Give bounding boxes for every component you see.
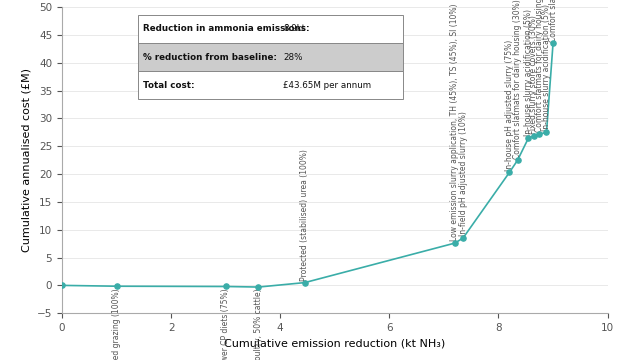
Text: 28%: 28%: [283, 53, 303, 62]
Point: [513, 157, 523, 163]
Point: [534, 131, 544, 137]
Text: In-house pH adjusted slurry (75%): In-house pH adjusted slurry (75%): [505, 40, 514, 171]
X-axis label: Cumulative emission reduction (kt NH₃): Cumulative emission reduction (kt NH₃): [224, 338, 445, 348]
Text: Extended grazing (100%): Extended grazing (100%): [112, 288, 121, 360]
Point: [254, 284, 264, 290]
Point: [221, 284, 231, 289]
Text: Low emission slurry application, TH (45%), TS (45%), SI (10%): Low emission slurry application, TH (45%…: [450, 4, 459, 242]
Text: Comfort slatmats for beef housing (30%): Comfort slatmats for beef housing (30%): [549, 0, 557, 42]
Point: [450, 240, 460, 246]
Point: [112, 283, 122, 289]
Text: Fixed slurry store covers (30%): Fixed slurry store covers (30%): [529, 15, 538, 134]
Point: [505, 170, 515, 175]
Text: Protected (stabilised) urea (100%): Protected (stabilised) urea (100%): [300, 149, 309, 281]
Text: Comfort slatmats for dairy housing (30%): Comfort slatmats for dairy housing (30%): [513, 0, 522, 158]
FancyBboxPatch shape: [138, 15, 403, 43]
Point: [529, 133, 539, 139]
Text: Reduction in ammonia emissions:: Reduction in ammonia emissions:: [143, 24, 309, 33]
FancyBboxPatch shape: [138, 43, 403, 71]
FancyBboxPatch shape: [138, 71, 403, 99]
Point: [523, 135, 533, 141]
Point: [300, 280, 310, 285]
Text: In-field pH adjusted slurry (10%): In-field pH adjusted slurry (10%): [459, 112, 467, 237]
Text: £43.65M per annum: £43.65M per annum: [283, 81, 371, 90]
Point: [458, 235, 468, 241]
Text: In-house slurry acidification (5%): In-house slurry acidification (5%): [524, 9, 533, 136]
Point: [57, 283, 67, 288]
Text: In-house slurry acidification (5%): In-house slurry acidification (5%): [542, 4, 551, 131]
Text: Genetic improvement (75% pigs and poultry, 50% cattle): Genetic improvement (75% pigs and poultr…: [254, 289, 263, 360]
Point: [541, 130, 551, 135]
Text: Lower CP diets (75%): Lower CP diets (75%): [221, 288, 230, 360]
Point: [548, 40, 558, 46]
Text: Comfort slatmats for dairy housing (30%): Comfort slatmats for dairy housing (30%): [535, 0, 544, 132]
Text: 8.9kt: 8.9kt: [283, 24, 305, 33]
Text: % reduction from baseline:: % reduction from baseline:: [143, 53, 277, 62]
Y-axis label: Cumulative annualised cost (£M): Cumulative annualised cost (£M): [21, 68, 32, 252]
Text: Total cost:: Total cost:: [143, 81, 195, 90]
